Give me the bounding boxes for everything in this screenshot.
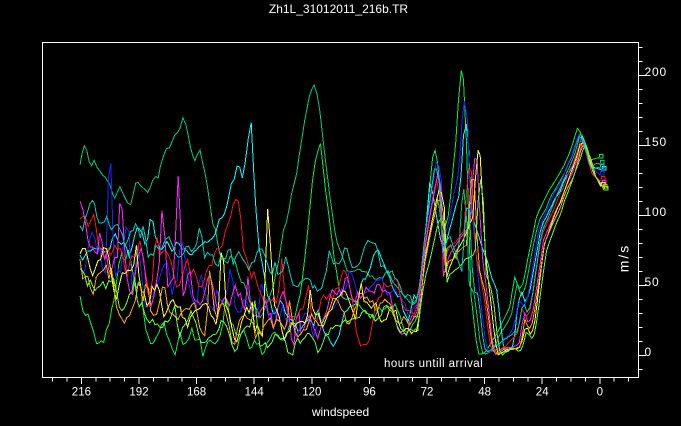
svg-text:150: 150 [645,135,667,149]
svg-text:192: 192 [129,387,148,399]
svg-text:Zh1L_31012011_216b.TR: Zh1L_31012011_216b.TR [269,2,409,16]
svg-text:24: 24 [536,387,549,399]
svg-text:50: 50 [645,275,660,289]
svg-text:48: 48 [478,387,491,399]
svg-text:0: 0 [597,387,603,399]
svg-text:0: 0 [645,345,652,359]
svg-text:72: 72 [421,387,434,399]
svg-text:100: 100 [645,205,667,219]
svg-text:m/s: m/s [616,244,632,273]
svg-text:168: 168 [187,387,206,399]
svg-text:windspeed: windspeed [311,405,369,419]
svg-text:120: 120 [302,387,321,399]
svg-text:96: 96 [363,387,376,399]
svg-text:hours untill arrival: hours untill arrival [384,358,483,370]
svg-text:144: 144 [245,387,265,399]
svg-text:216: 216 [72,387,91,399]
svg-text:200: 200 [645,65,667,79]
